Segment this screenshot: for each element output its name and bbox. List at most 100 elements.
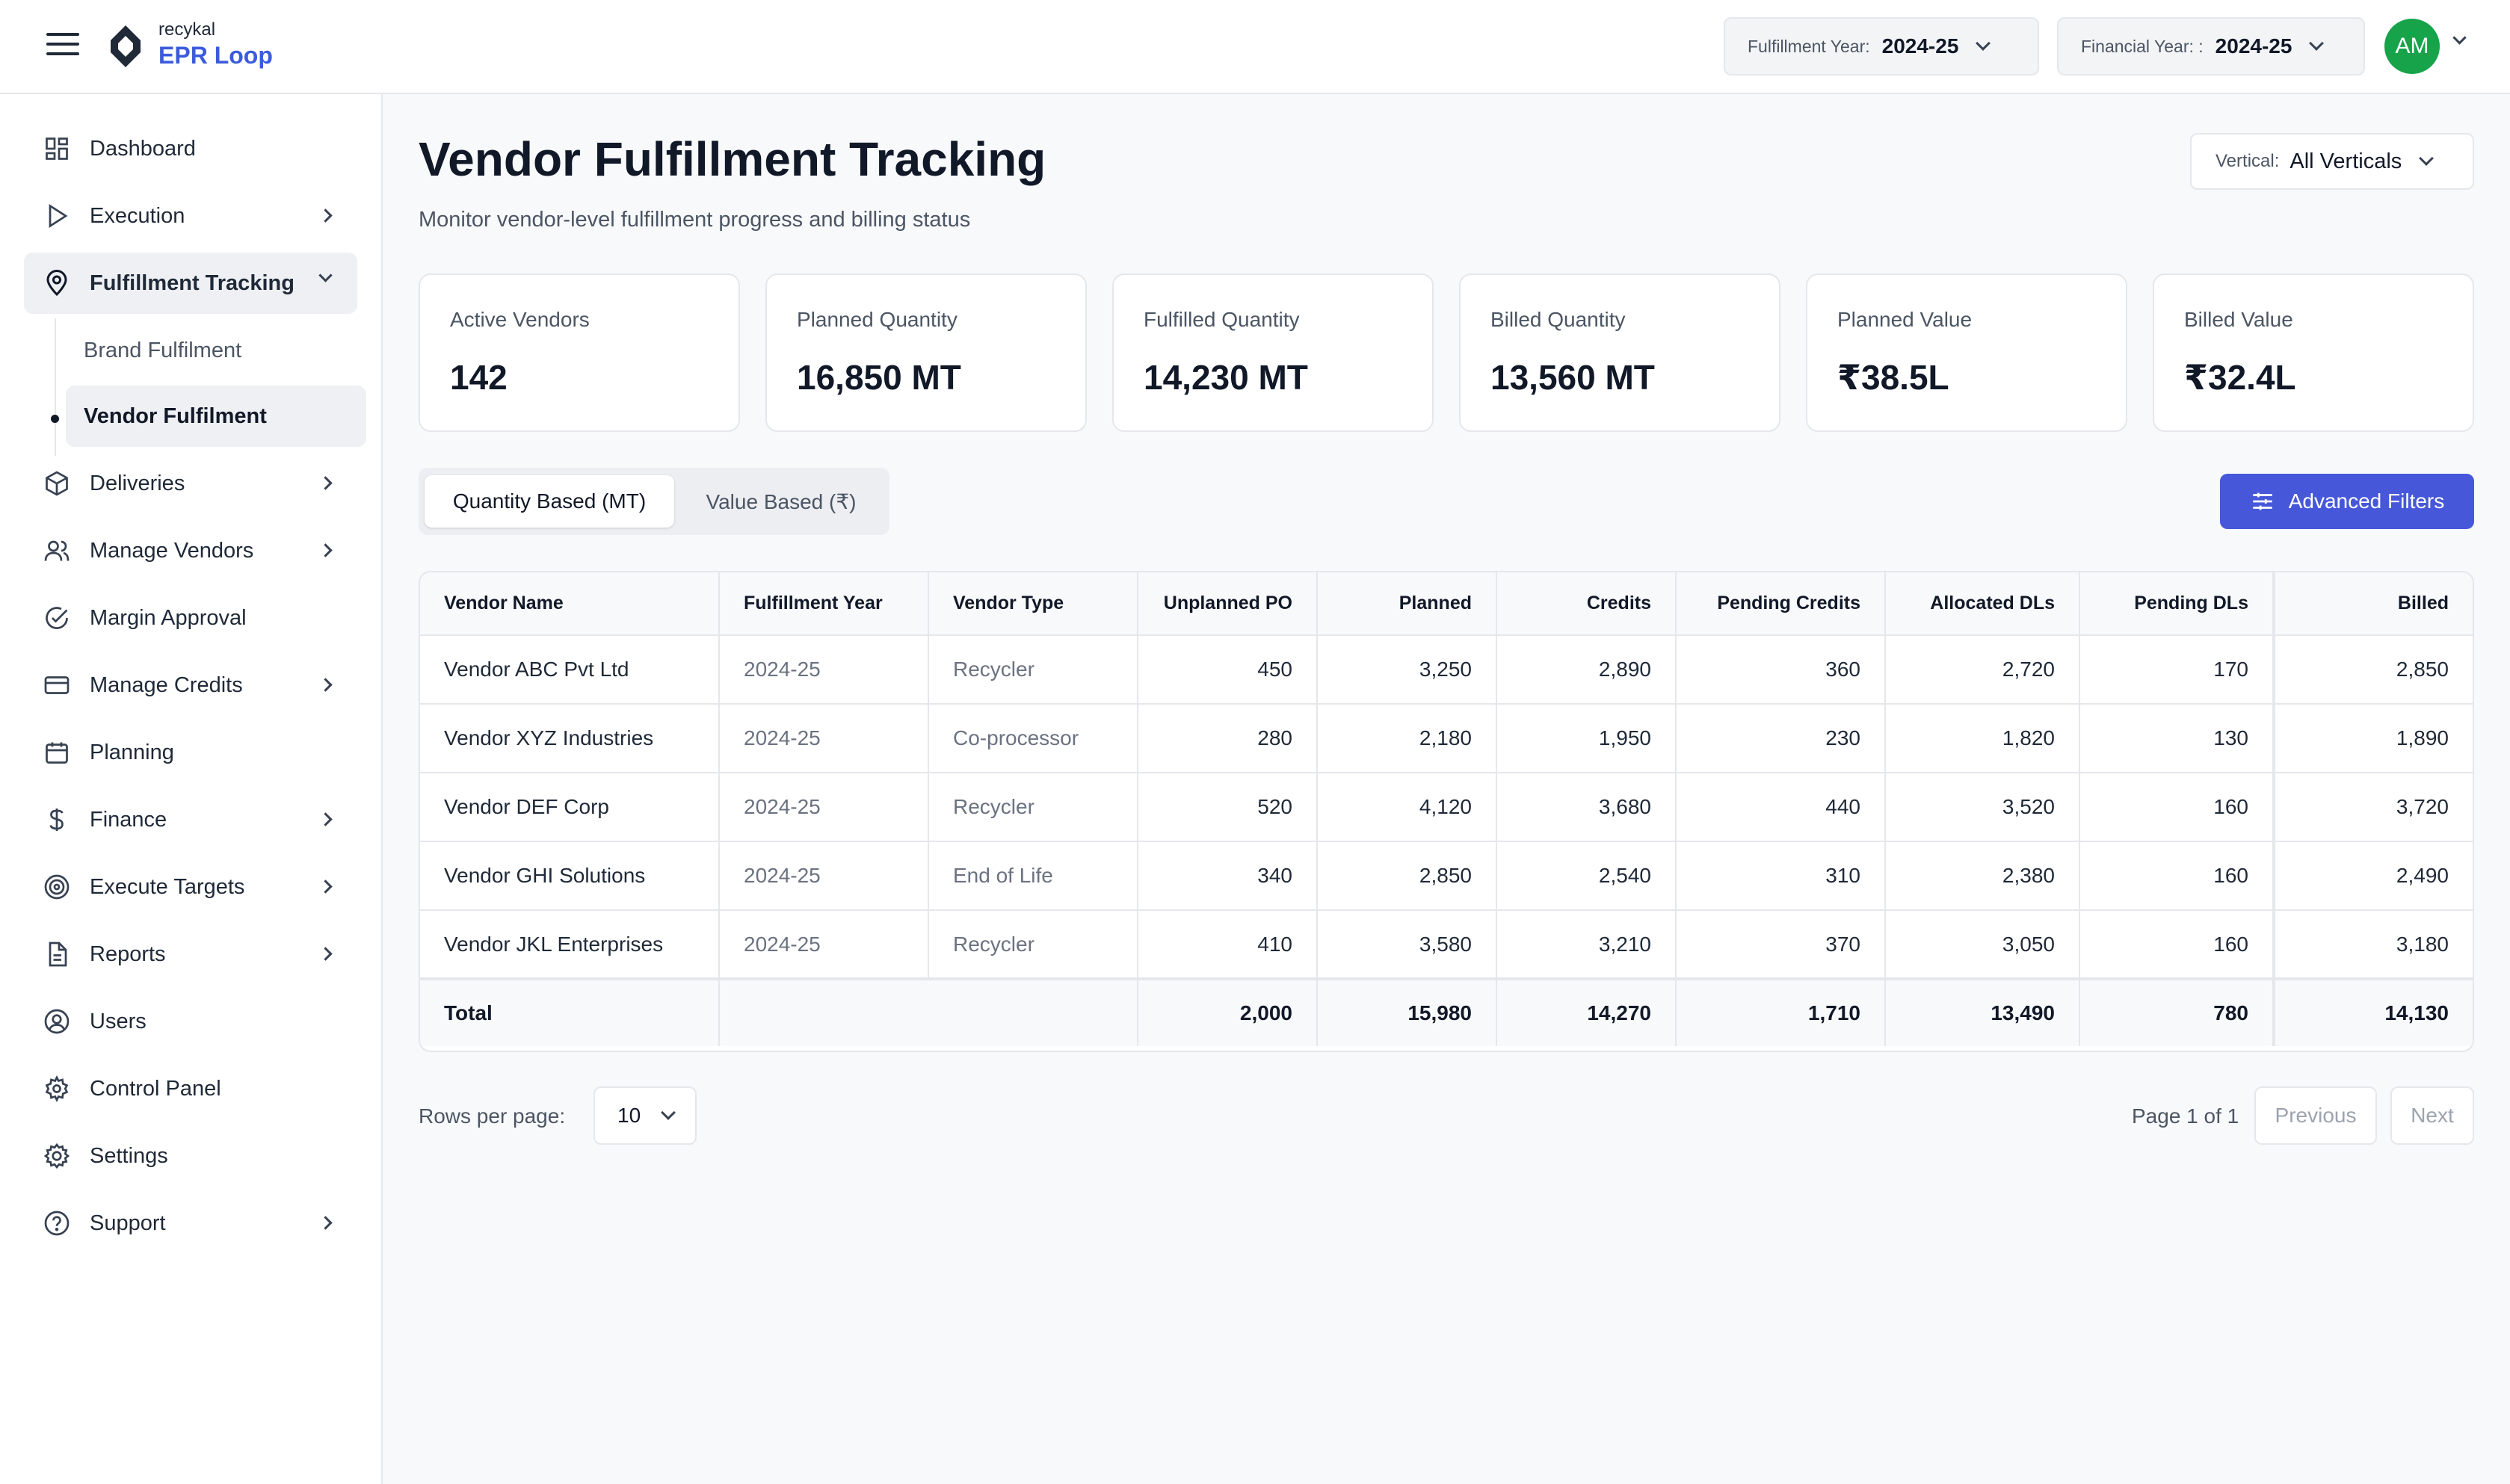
chevron-right-icon bbox=[318, 812, 333, 826]
cell-unplanned-po: 340 bbox=[1138, 841, 1318, 911]
sidebar-item-control-panel[interactable]: Control Panel bbox=[24, 1058, 357, 1119]
menu-icon[interactable] bbox=[46, 33, 79, 60]
cell-pending-credits: 310 bbox=[1676, 841, 1886, 911]
stat-card-billed-quantity: Billed Quantity 13,560 MT bbox=[1459, 273, 1780, 432]
col-vendor-name[interactable]: Vendor Name bbox=[420, 572, 720, 636]
help-icon bbox=[42, 1208, 72, 1238]
filter-sliders-icon bbox=[2252, 492, 2272, 510]
vendor-table: Vendor Name Fulfillment Year Vendor Type… bbox=[419, 571, 2474, 1052]
cell-vendor-name: Vendor XYZ Industries bbox=[420, 704, 720, 773]
col-allocated-dls[interactable]: Allocated DLs bbox=[1885, 572, 2080, 636]
vertical-value: All Verticals bbox=[2289, 149, 2402, 173]
cell-billed: 2,490 bbox=[2272, 841, 2473, 911]
rows-per-page-value: 10 bbox=[617, 1104, 641, 1127]
rows-per-page-select[interactable]: 10 bbox=[593, 1086, 697, 1145]
cell-allocated-dls: 2,380 bbox=[1885, 841, 2080, 911]
col-pending-credits[interactable]: Pending Credits bbox=[1676, 572, 1886, 636]
col-vendor-type[interactable]: Vendor Type bbox=[928, 572, 1138, 636]
tab-quantity-based[interactable]: Quantity Based (MT) bbox=[425, 475, 674, 528]
cell-pending-dls: 170 bbox=[2079, 635, 2275, 705]
sidebar-subitem-vendor-fulfilment[interactable]: Vendor Fulfilment bbox=[66, 386, 366, 447]
cell-allocated-dls: 1,820 bbox=[1885, 704, 2080, 773]
fulfillment-year-select[interactable]: Fulfillment Year: 2024-25 bbox=[1724, 17, 2039, 75]
cell-total-unplanned-po: 2,000 bbox=[1138, 977, 1318, 1046]
cell-vendor-type: Recycler bbox=[928, 910, 1138, 980]
cell-total-label: Total bbox=[420, 977, 720, 1046]
previous-button[interactable]: Previous bbox=[2254, 1086, 2377, 1145]
cell-billed: 3,720 bbox=[2272, 773, 2473, 842]
sidebar-item-label: Support bbox=[90, 1211, 166, 1235]
table-row[interactable]: Vendor XYZ Industries 2024-25 Co-process… bbox=[420, 704, 2473, 773]
sidebar-item-fulfillment-tracking[interactable]: Fulfillment Tracking bbox=[24, 253, 357, 314]
vertical-label: Vertical: bbox=[2215, 151, 2280, 171]
sidebar-item-label: Deliveries bbox=[90, 471, 185, 495]
stat-card-planned-quantity: Planned Quantity 16,850 MT bbox=[765, 273, 1087, 432]
sidebar-item-manage-credits[interactable]: Manage Credits bbox=[24, 655, 357, 716]
chevron-right-icon bbox=[318, 1216, 333, 1230]
avatar[interactable]: AM bbox=[2384, 19, 2440, 74]
cell-total-pending-credits: 1,710 bbox=[1676, 977, 1886, 1046]
chevron-right-icon bbox=[318, 543, 333, 557]
check-circle-icon bbox=[42, 603, 72, 633]
sidebar-item-execution[interactable]: Execution bbox=[24, 185, 357, 247]
cell-pending-credits: 370 bbox=[1676, 910, 1886, 980]
advanced-filters-label: Advanced Filters bbox=[2288, 489, 2445, 513]
col-credits[interactable]: Credits bbox=[1496, 572, 1677, 636]
cell-planned: 4,120 bbox=[1317, 773, 1497, 842]
col-planned[interactable]: Planned bbox=[1317, 572, 1497, 636]
stat-value: 16,850 MT bbox=[797, 358, 961, 397]
cell-pending-dls: 130 bbox=[2079, 704, 2275, 773]
sidebar-item-execute-targets[interactable]: Execute Targets bbox=[24, 856, 357, 918]
advanced-filters-button[interactable]: Advanced Filters bbox=[2220, 474, 2474, 529]
cell-pending-credits: 440 bbox=[1676, 773, 1886, 842]
cell-planned: 2,850 bbox=[1317, 841, 1497, 911]
cell-total-planned: 15,980 bbox=[1317, 977, 1497, 1046]
document-icon bbox=[42, 939, 72, 969]
cell-billed: 3,180 bbox=[2272, 910, 2473, 980]
cell-unplanned-po: 410 bbox=[1138, 910, 1318, 980]
sidebar-item-settings[interactable]: Settings bbox=[24, 1125, 357, 1187]
cell-pending-dls: 160 bbox=[2079, 773, 2275, 842]
sidebar-item-users[interactable]: Users bbox=[24, 991, 357, 1052]
chevron-down-icon bbox=[1976, 36, 1991, 51]
sidebar-item-margin-approval[interactable]: Margin Approval bbox=[24, 587, 357, 649]
fulfillment-year-value: 2024-25 bbox=[1881, 34, 1959, 58]
col-billed[interactable]: Billed bbox=[2272, 572, 2473, 636]
sidebar-item-planning[interactable]: Planning bbox=[24, 722, 357, 783]
cell-total-empty bbox=[719, 977, 1138, 1046]
sidebar-item-label: Margin Approval bbox=[90, 605, 247, 630]
col-fulfillment-year[interactable]: Fulfillment Year bbox=[719, 572, 929, 636]
sidebar-subitem-label: Vendor Fulfilment bbox=[84, 404, 267, 428]
next-button[interactable]: Next bbox=[2390, 1086, 2474, 1145]
chevron-right-icon bbox=[318, 879, 333, 894]
sidebar-item-support[interactable]: Support bbox=[24, 1193, 357, 1254]
sidebar-item-dashboard[interactable]: Dashboard bbox=[24, 118, 357, 179]
sidebar-item-label: Control Panel bbox=[90, 1076, 221, 1101]
sidebar-item-reports[interactable]: Reports bbox=[24, 924, 357, 985]
sidebar-item-label: Users bbox=[90, 1009, 147, 1033]
financial-year-select[interactable]: Financial Year: : 2024-25 bbox=[2057, 17, 2365, 75]
table-total-row: Total 2,000 15,980 14,270 1,710 13,490 7… bbox=[420, 977, 2473, 1046]
rows-per-page-label: Rows per page: bbox=[419, 1104, 566, 1128]
col-unplanned-po[interactable]: Unplanned PO bbox=[1138, 572, 1318, 636]
sidebar-subitem-brand-fulfilment[interactable]: Brand Fulfilment bbox=[66, 320, 366, 381]
cell-credits: 2,890 bbox=[1496, 635, 1677, 705]
sidebar-item-finance[interactable]: Finance bbox=[24, 789, 357, 850]
table-row[interactable]: Vendor GHI Solutions 2024-25 End of Life… bbox=[420, 841, 2473, 911]
stat-value: 142 bbox=[450, 358, 508, 397]
table-row[interactable]: Vendor JKL Enterprises 2024-25 Recycler … bbox=[420, 910, 2473, 980]
sidebar-item-label: Dashboard bbox=[90, 136, 196, 161]
cell-unplanned-po: 450 bbox=[1138, 635, 1318, 705]
col-pending-dls[interactable]: Pending DLs bbox=[2079, 572, 2275, 636]
vertical-select[interactable]: Vertical: All Verticals bbox=[2190, 133, 2474, 190]
cell-vendor-type: Recycler bbox=[928, 773, 1138, 842]
cell-vendor-type: End of Life bbox=[928, 841, 1138, 911]
cell-pending-dls: 160 bbox=[2079, 841, 2275, 911]
sidebar-item-manage-vendors[interactable]: Manage Vendors bbox=[24, 520, 357, 581]
sidebar-item-deliveries[interactable]: Deliveries bbox=[24, 453, 357, 514]
table-row[interactable]: Vendor DEF Corp 2024-25 Recycler 520 4,1… bbox=[420, 773, 2473, 842]
chevron-down-icon[interactable] bbox=[2452, 31, 2467, 45]
table-row[interactable]: Vendor ABC Pvt Ltd 2024-25 Recycler 450 … bbox=[420, 635, 2473, 705]
cell-allocated-dls: 2,720 bbox=[1885, 635, 2080, 705]
tab-value-based[interactable]: Value Based (₹) bbox=[706, 489, 857, 513]
